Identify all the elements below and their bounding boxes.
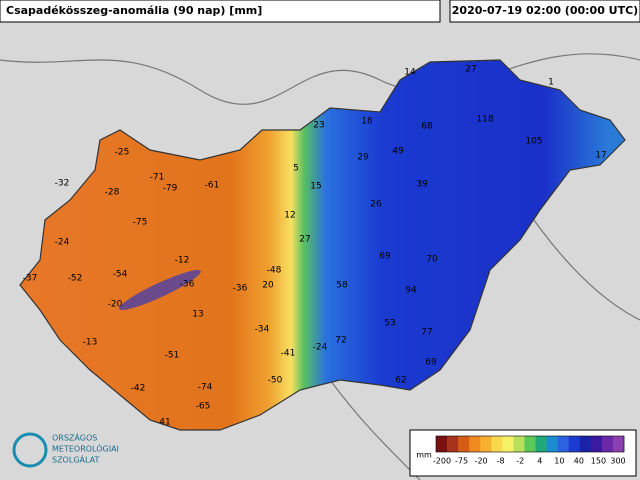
station-value: 70 <box>426 255 438 265</box>
legend-swatch <box>590 436 603 452</box>
legend-swatch <box>491 436 503 452</box>
station-value: 118 <box>476 115 493 125</box>
station-value: -61 <box>205 181 220 191</box>
legend-tick-label: -2 <box>516 457 524 466</box>
station-value: 27 <box>299 235 310 245</box>
legend-tick-label: 300 <box>610 457 625 466</box>
station-value: 27 <box>465 65 476 75</box>
station-value: -52 <box>68 274 83 284</box>
station-value: -79 <box>163 184 178 194</box>
station-value: 68 <box>421 122 433 132</box>
legend-tick-label: 40 <box>574 457 584 466</box>
station-value: 105 <box>525 137 542 147</box>
legend-swatch <box>480 436 492 452</box>
station-value: -42 <box>131 384 146 394</box>
station-value: 69 <box>379 252 391 262</box>
legend-swatch <box>557 436 570 452</box>
station-value: -50 <box>268 376 283 386</box>
legend-swatch <box>524 436 536 452</box>
station-value: 41 <box>159 418 170 428</box>
station-value: 15 <box>310 182 321 192</box>
legend-swatch <box>513 436 525 452</box>
station-value: 23 <box>313 121 324 131</box>
station-value: -32 <box>55 179 70 189</box>
logo-icon <box>12 432 48 468</box>
station-value: 69 <box>425 358 437 368</box>
logo-text: METEOROLÓGIAI <box>52 443 119 454</box>
station-value: -24 <box>55 238 70 248</box>
station-value: -28 <box>105 188 120 198</box>
legend-swatch <box>612 436 625 452</box>
legend-tick-label: -200 <box>433 457 451 466</box>
country-shape <box>19 59 626 431</box>
logo-text: ORSZÁGOS <box>52 432 97 443</box>
station-value: -13 <box>83 338 98 348</box>
station-value: -48 <box>267 266 282 276</box>
station-value: -37 <box>23 274 38 284</box>
station-value: -20 <box>108 300 123 310</box>
station-value: -36 <box>233 284 248 294</box>
station-value: 14 <box>404 68 416 78</box>
border <box>329 379 421 480</box>
station-value: 72 <box>335 336 346 346</box>
logo-text: SZOLGÁLAT <box>52 454 99 465</box>
station-value: -24 <box>313 343 328 353</box>
station-value: 77 <box>421 328 432 338</box>
station-value: -71 <box>150 173 165 183</box>
station-value: 39 <box>416 180 428 190</box>
station-value: 5 <box>293 164 299 174</box>
station-value: 62 <box>395 376 406 386</box>
station-value: -54 <box>113 270 128 280</box>
station-value: 29 <box>357 153 369 163</box>
legend-tick-label: 150 <box>591 457 606 466</box>
station-value: 12 <box>284 211 295 221</box>
legend-tick-label: -20 <box>475 457 488 466</box>
legend-unit: mm <box>416 451 432 460</box>
station-value: -65 <box>196 402 211 412</box>
station-value: -36 <box>180 280 195 290</box>
timestamp: 2020-07-19 02:00 (00:00 UTC) <box>452 4 638 17</box>
legend-swatch <box>579 436 592 452</box>
station-value: -34 <box>255 325 270 335</box>
station-value: 26 <box>370 200 382 210</box>
station-value: 18 <box>361 117 373 127</box>
legend-swatch <box>535 436 547 452</box>
station-value: 17 <box>595 151 606 161</box>
station-value: 20 <box>262 281 274 291</box>
station-value: 13 <box>192 310 203 320</box>
legend: -200 -75 -20 -8 -2 4 10 40 150 300 <box>433 435 626 466</box>
legend-swatch <box>469 436 481 452</box>
time-box <box>449 0 640 23</box>
station-value: 94 <box>405 286 417 296</box>
station-value: -51 <box>165 351 180 361</box>
legend-tick-label: -8 <box>497 457 505 466</box>
legend-swatch <box>546 436 558 452</box>
station-value: 1 <box>548 78 554 88</box>
legend-frame <box>435 435 625 453</box>
station-value: -25 <box>115 148 130 158</box>
station-value: 49 <box>392 147 404 157</box>
legend-swatch <box>568 436 581 452</box>
station-value: -74 <box>198 383 213 393</box>
station-value: 53 <box>384 319 395 329</box>
legend-tick-label: 10 <box>554 457 564 466</box>
station-value: -12 <box>175 256 190 266</box>
border <box>519 199 640 321</box>
station-value: -75 <box>133 218 148 228</box>
title: Csapadékösszeg-anomália (90 nap) [mm] <box>6 4 262 17</box>
legend-tick-label: -75 <box>455 457 468 466</box>
stations: -25 -32 -28 -71-79 -61 -75 -24 -37 -52 -54 -12 -36 -… <box>23 65 607 428</box>
legend-tick-label: 4 <box>537 457 542 466</box>
title-box <box>0 0 441 23</box>
legend-swatch <box>447 436 459 452</box>
legend-swatch <box>601 436 614 452</box>
station-value: 58 <box>336 281 348 291</box>
legend-swatch <box>436 436 448 452</box>
station-value: -41 <box>281 349 296 359</box>
lake <box>119 269 201 311</box>
legend-swatch <box>458 436 470 452</box>
legend-swatch <box>502 436 514 452</box>
